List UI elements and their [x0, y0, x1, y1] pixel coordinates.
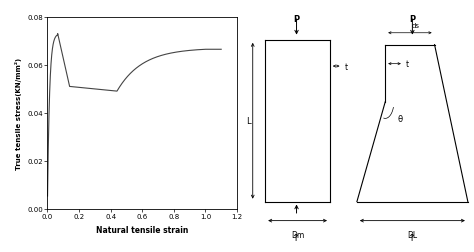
Text: t: t [406, 60, 410, 69]
Text: ds: ds [412, 23, 420, 29]
Text: ↑: ↑ [292, 232, 301, 242]
Text: θ: θ [398, 114, 403, 123]
Text: P: P [410, 15, 415, 24]
Text: L: L [246, 117, 251, 126]
Text: t: t [345, 62, 347, 71]
Y-axis label: True tensile stress(KN/mm²): True tensile stress(KN/mm²) [15, 57, 22, 169]
X-axis label: Natural tensile strain: Natural tensile strain [96, 225, 188, 234]
Text: ↑: ↑ [408, 232, 417, 242]
Text: P: P [293, 15, 300, 24]
Text: DL: DL [407, 231, 418, 239]
Text: Dm: Dm [291, 231, 304, 239]
